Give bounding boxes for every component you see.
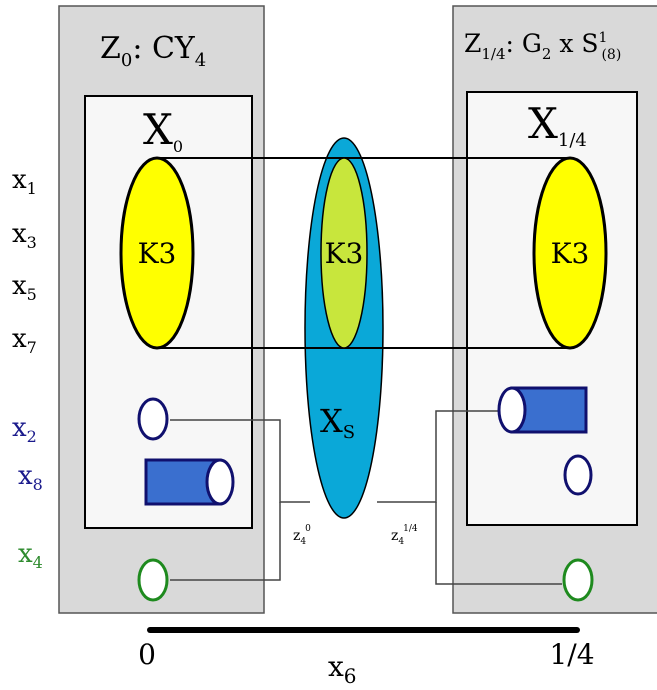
left-x2-circle [137,397,169,441]
coord-label-x2: x2 [12,413,37,446]
right-x8-circle [563,454,593,496]
z-right-label: z41/4 [391,524,418,547]
right-inner-label: X1/4 [528,99,587,151]
coord-label-x5: x5 [12,271,37,304]
right-connector-line [377,410,498,503]
center-k3-ellipse [320,157,368,349]
right-x4-circle [562,558,594,602]
left-k3-ellipse [119,156,195,350]
axis-title: x6 [328,650,357,688]
center-k3-label: K3 [325,237,364,270]
z-left-label: z40 [293,524,311,547]
left-connector-bottom [170,502,281,581]
axis-end-label: 1/4 [549,638,594,671]
axis-start-label: 0 [138,638,156,671]
right-panel-title: Z1/4: G2 x S1 (8) [464,29,621,63]
coord-label-x1: x1 [12,165,37,198]
coord-label-x3: x3 [12,219,37,252]
left-x4-circle [137,558,169,602]
left-k3-label: K3 [138,237,177,270]
coord-label-x8: x8 [18,461,43,494]
right-k3-label: K3 [551,237,590,270]
right-connector-bottom [435,502,562,585]
coordinate-labels: x1 x3 x5 x7 x2 x8 x4 [12,165,43,572]
coord-label-x7: x7 [12,324,37,357]
coord-label-x4: x4 [18,539,43,572]
xs-label: XS [320,402,355,443]
left-x8-cylinder-cap [205,458,235,506]
left-inner-label: X0 [143,105,183,156]
right-x2-cylinder-cap [497,386,527,434]
right-k3-ellipse [532,156,608,350]
left-panel-title: Z0: CY4 [100,31,206,71]
left-connector-line [170,419,310,503]
